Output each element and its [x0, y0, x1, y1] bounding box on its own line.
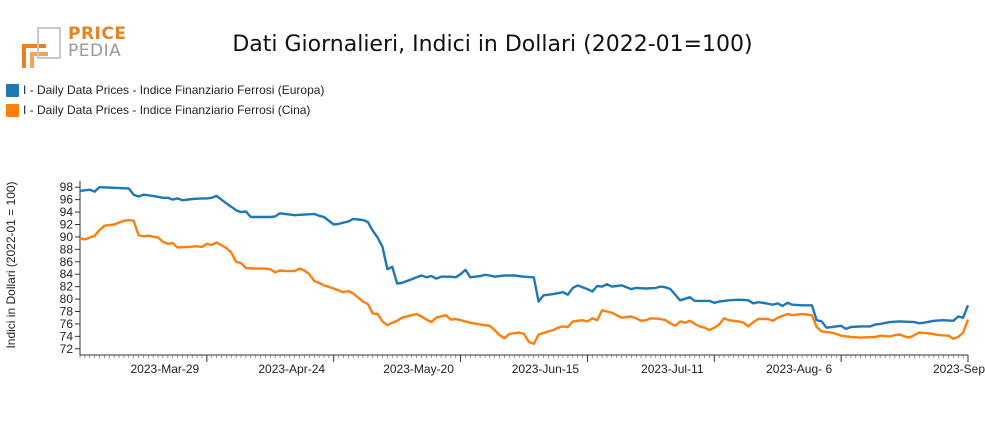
chart-legend: I - Daily Data Prices - Indice Finanziar… [6, 80, 324, 120]
y-tick-label: 74 [60, 329, 74, 343]
y-tick-label: 76 [60, 317, 74, 331]
pricepedia-logo: PRICE PEDIA [16, 22, 126, 72]
x-tick-label: 2023-Apr-24 [258, 362, 325, 376]
y-axis-label: Indici in Dollari (2022-01 = 100) [4, 181, 18, 348]
y-tick-label: 86 [60, 255, 74, 269]
logo-line-1: PRICE [68, 24, 127, 44]
x-tick-label: 2023-Sep- 1 [933, 362, 985, 376]
x-axis: 2023-Mar-29 2023-Apr-24 2023-May-20 2023-Ju… [79, 354, 985, 376]
x-tick-label: 2023-Jul-11 [641, 362, 704, 376]
x-tick-label: 2023-Jun-15 [512, 362, 580, 376]
legend-swatch-europa [6, 83, 19, 97]
y-tick-label: 82 [60, 280, 74, 294]
y-tick-label: 90 [60, 230, 74, 244]
series-layer [79, 186, 970, 345]
x-tick-label: 2023-May-20 [383, 362, 454, 376]
chart-title: Dati Giornalieri, Indici in Dollari (202… [232, 32, 753, 57]
logo-mark-icon [22, 27, 61, 68]
y-tick-label: 72 [60, 342, 74, 356]
legend-item-europa[interactable]: I - Daily Data Prices - Indice Finanziar… [6, 80, 324, 100]
legend-label-europa: I - Daily Data Prices - Indice Finanziar… [23, 83, 325, 97]
y-tick-label: 88 [60, 242, 74, 256]
logo-line-2: PEDIA [68, 41, 122, 61]
x-tick-label: 2023-Aug- 6 [766, 362, 832, 376]
y-tick-label: 78 [60, 305, 74, 319]
legend-label-cina: I - Daily Data Prices - Indice Finanziar… [23, 103, 311, 117]
y-tick-label: 92 [60, 218, 74, 232]
y-tick-label: 98 [60, 180, 74, 194]
y-tick-label: 84 [60, 267, 74, 281]
y-tick-label: 96 [60, 193, 74, 207]
logo-wordmark: PRICE PEDIA [68, 26, 126, 60]
series-line-cina [79, 218, 970, 345]
legend-swatch-cina [6, 103, 19, 117]
legend-item-cina[interactable]: I - Daily Data Prices - Indice Finanziar… [6, 100, 324, 120]
y-tick-label: 80 [60, 292, 74, 306]
y-tick-label: 94 [60, 205, 74, 219]
x-tick-label: 2023-Mar-29 [131, 362, 200, 376]
series-line-europa [79, 186, 970, 331]
